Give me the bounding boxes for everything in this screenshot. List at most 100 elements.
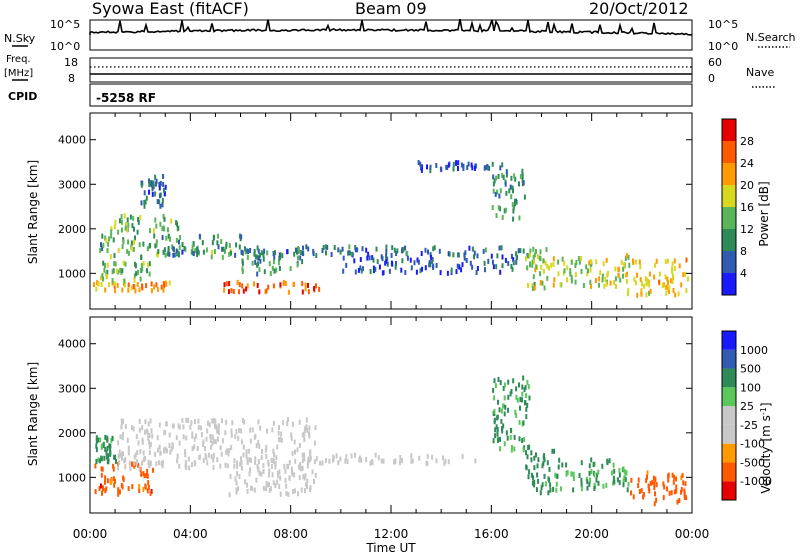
range-cell <box>200 432 203 438</box>
range-cell <box>654 476 657 482</box>
range-cell <box>283 279 286 285</box>
range-cell <box>127 287 130 293</box>
range-cell <box>278 469 281 475</box>
range-cell <box>420 165 422 171</box>
range-cell <box>107 459 110 465</box>
range-cell <box>221 254 224 260</box>
range-cell <box>246 457 249 462</box>
range-cell <box>522 248 525 254</box>
range-cell <box>598 282 600 288</box>
range-cell <box>232 289 235 294</box>
range-cell <box>98 486 101 491</box>
range-cell <box>518 436 521 442</box>
velocity-colorbar-unit-close: ] <box>759 402 773 407</box>
range-cell <box>668 288 670 294</box>
range-cell <box>271 265 274 271</box>
range-cell <box>159 203 162 209</box>
velocity-colorbar-bin <box>722 462 736 482</box>
range-cell <box>511 202 514 208</box>
range-cell <box>639 277 642 283</box>
range-cell <box>138 465 141 471</box>
range-cell <box>572 487 575 493</box>
range-cell <box>141 266 144 272</box>
range-cell <box>287 492 290 497</box>
range-cell <box>222 246 225 252</box>
range-cell <box>241 250 244 255</box>
range-cell <box>582 283 585 288</box>
range-cell <box>105 486 108 492</box>
range-cell <box>543 453 546 458</box>
range-cell <box>393 459 395 465</box>
range-cell <box>613 479 616 485</box>
range-cell <box>206 428 209 434</box>
range-cell <box>484 267 486 273</box>
range-cell <box>246 488 249 494</box>
range-cell <box>146 246 149 252</box>
range-cell <box>427 249 429 255</box>
range-cell <box>144 484 147 490</box>
range-cell <box>468 245 471 251</box>
range-cell <box>612 475 615 481</box>
range-cell <box>155 181 157 187</box>
range-cell <box>599 270 602 276</box>
range-cell <box>155 239 158 245</box>
range-cell <box>447 162 450 168</box>
range-cell <box>404 245 407 251</box>
range-cell <box>534 267 537 273</box>
range-cell <box>665 290 668 296</box>
range-cell <box>292 489 295 494</box>
range-cell <box>505 172 508 178</box>
range-cell <box>295 247 297 253</box>
range-cell <box>493 395 496 401</box>
range-cell <box>244 249 247 255</box>
range-cell <box>286 249 289 255</box>
range-cell <box>640 291 643 297</box>
range-cell <box>561 256 564 262</box>
range-cell <box>666 276 669 282</box>
range-cell <box>502 386 505 391</box>
range-cell <box>240 428 242 434</box>
range-cell <box>597 469 600 475</box>
range-cell <box>116 282 119 288</box>
range-cell <box>257 459 260 465</box>
range-cell <box>542 268 545 274</box>
range-cell <box>170 446 173 452</box>
velocity-colorbar-tick-label: 100 <box>740 381 761 394</box>
range-cell <box>262 252 265 258</box>
range-cell <box>219 463 222 469</box>
range-cell <box>401 258 404 264</box>
range-cell <box>127 239 130 245</box>
range-cell <box>624 255 627 261</box>
range-cell <box>265 288 268 294</box>
range-cell <box>525 450 527 456</box>
range-cell <box>103 455 106 461</box>
range-cell <box>648 488 651 494</box>
range-cell <box>245 453 248 459</box>
range-cell <box>663 484 666 490</box>
range-cell <box>359 257 362 262</box>
range-cell <box>108 443 111 449</box>
range-cell <box>640 488 643 494</box>
range-cell <box>291 421 294 427</box>
range-cell <box>133 273 136 279</box>
range-cell <box>290 435 293 441</box>
range-cell <box>563 260 566 266</box>
range-cell <box>337 460 340 466</box>
range-cell <box>169 236 172 242</box>
range-cell <box>136 459 138 465</box>
range-cell <box>95 447 98 453</box>
range-cell <box>496 189 499 195</box>
range-cell <box>249 427 252 433</box>
range-cell <box>242 452 245 458</box>
range-cell <box>257 248 260 254</box>
range-cell <box>539 271 541 277</box>
range-cell <box>439 166 442 172</box>
range-cell <box>306 463 309 469</box>
range-cell <box>332 457 335 463</box>
range-cell <box>603 283 606 289</box>
range-cell <box>636 272 638 278</box>
range-cell <box>548 477 551 483</box>
range-cell <box>402 246 405 252</box>
range-cell <box>127 486 130 491</box>
time-axis: 00:00 04:00 08:00 12:00 16:00 20:00 00:00 <box>73 113 709 541</box>
